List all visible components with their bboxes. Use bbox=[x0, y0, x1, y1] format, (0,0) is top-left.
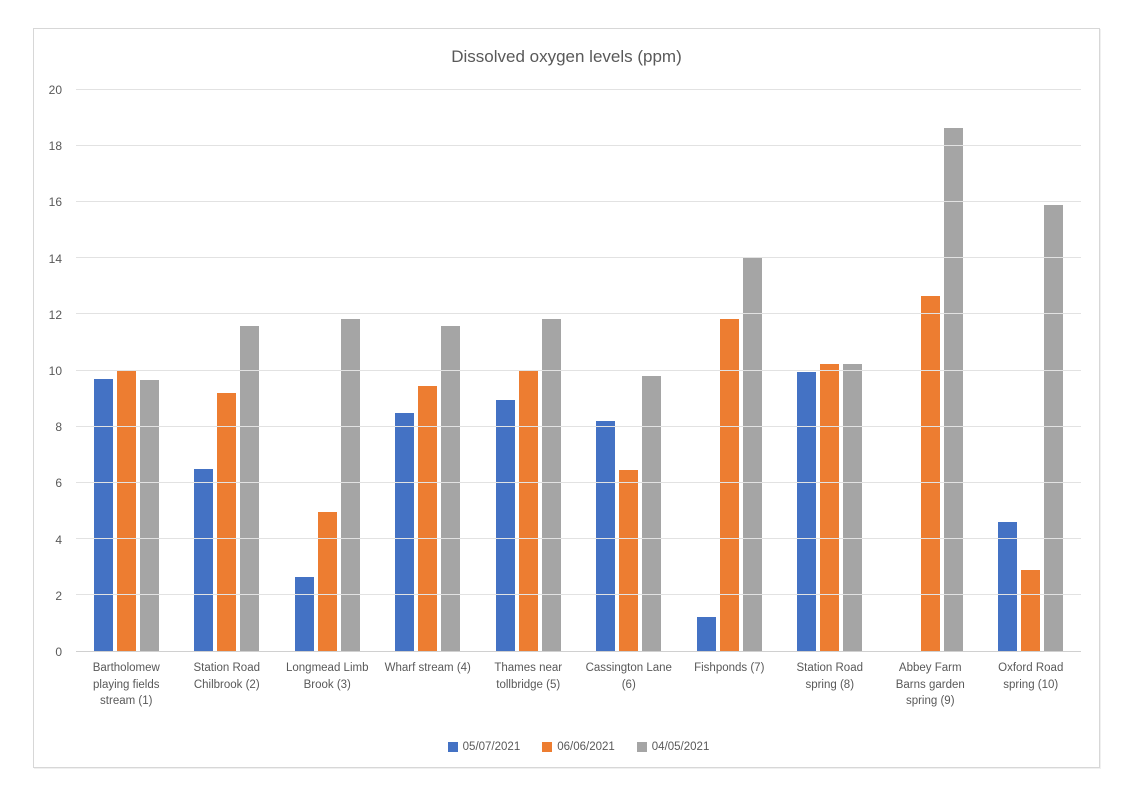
x-category-label: Fishponds (7) bbox=[694, 662, 765, 674]
bar-group bbox=[177, 90, 278, 651]
bar-group bbox=[478, 90, 579, 651]
y-tick-label: 6 bbox=[55, 476, 62, 491]
bar-04/05/2021 bbox=[541, 318, 561, 651]
y-tick-label: 14 bbox=[48, 251, 62, 266]
bar-06/06/2021 bbox=[518, 370, 538, 651]
legend-swatch bbox=[447, 742, 458, 752]
gridline bbox=[76, 593, 1081, 595]
gridline bbox=[76, 89, 1081, 90]
bar-06/06/2021 bbox=[920, 296, 940, 651]
bar-05/07/2021 bbox=[596, 421, 616, 651]
x-category-label: Oxford Road spring (10) bbox=[998, 662, 1064, 691]
x-category-label: Cassington Lane (6) bbox=[585, 662, 672, 691]
x-category-label: Thames near tollbridge (5) bbox=[494, 662, 563, 691]
bar-05/07/2021 bbox=[998, 521, 1018, 651]
y-axis: 0 2 4 6 8 10 12 14 16 18 20 bbox=[34, 83, 70, 659]
legend-item: 04/05/2021 bbox=[636, 741, 710, 753]
bar-04/05/2021 bbox=[742, 256, 762, 651]
x-axis-labels: Bartholomew playing fields stream (1) Sta… bbox=[76, 660, 1081, 710]
y-tick-label: 2 bbox=[55, 588, 62, 603]
bar-06/06/2021 bbox=[317, 512, 337, 651]
chart-frame: Dissolved oxygen levels (ppm) 0 2 4 6 8 10 12 1… bbox=[33, 28, 1100, 768]
bar-05/07/2021 bbox=[495, 399, 515, 651]
bar-05/07/2021 bbox=[194, 468, 214, 651]
bar-group bbox=[981, 90, 1082, 651]
bar-04/05/2021 bbox=[843, 363, 863, 651]
gridline bbox=[76, 537, 1081, 539]
bar-06/06/2021 bbox=[418, 385, 438, 651]
legend-label: 05/07/2021 bbox=[462, 741, 521, 753]
bar-04/05/2021 bbox=[139, 380, 159, 651]
legend-label: 06/06/2021 bbox=[557, 741, 615, 753]
legend-swatch bbox=[636, 742, 647, 752]
bar-04/05/2021 bbox=[240, 325, 260, 651]
y-tick-label: 12 bbox=[48, 307, 62, 322]
bar-group bbox=[679, 90, 780, 651]
bar-group bbox=[880, 90, 981, 651]
y-tick-label: 8 bbox=[55, 420, 62, 435]
bar-04/05/2021 bbox=[441, 325, 461, 651]
bar-05/07/2021 bbox=[294, 576, 314, 651]
legend-label: 04/05/2021 bbox=[651, 741, 710, 753]
bar-06/06/2021 bbox=[116, 370, 136, 651]
y-tick-label: 10 bbox=[48, 364, 62, 378]
x-category-label: Bartholomew playing fields stream (1) bbox=[92, 662, 160, 708]
gridline bbox=[76, 481, 1081, 483]
plot-area bbox=[76, 89, 1081, 652]
x-category-label: Abbey Farm Barns garden spring (9) bbox=[895, 662, 965, 708]
y-tick-label: 16 bbox=[48, 195, 62, 210]
x-category-label: Station Road spring (8) bbox=[796, 662, 864, 691]
bar-04/05/2021 bbox=[340, 318, 360, 651]
chart-title: Dissolved oxygen levels (ppm) bbox=[451, 47, 682, 66]
bar-06/06/2021 bbox=[217, 392, 237, 651]
legend-item: 06/06/2021 bbox=[542, 741, 615, 753]
legend: 05/07/2021 06/06/2021 04/05/2021 bbox=[76, 741, 1081, 753]
bar-04/05/2021 bbox=[943, 127, 963, 651]
bar-04/05/2021 bbox=[642, 376, 662, 651]
y-tick-label: 0 bbox=[55, 645, 62, 659]
y-tick-label: 4 bbox=[55, 532, 62, 547]
gridline bbox=[76, 313, 1081, 315]
bar-06/06/2021 bbox=[1021, 569, 1041, 651]
bar-group bbox=[579, 90, 680, 651]
bar-groups-container bbox=[76, 90, 1081, 651]
bar-06/06/2021 bbox=[719, 318, 739, 651]
bar-05/07/2021 bbox=[797, 371, 817, 651]
bar-group bbox=[378, 90, 479, 651]
bar-05/07/2021 bbox=[93, 378, 113, 651]
legend-swatch bbox=[542, 742, 553, 752]
y-tick-label: 20 bbox=[48, 83, 62, 97]
bar-04/05/2021 bbox=[1044, 205, 1064, 651]
legend-item: 05/07/2021 bbox=[447, 741, 521, 753]
bar-group bbox=[277, 90, 378, 651]
bar-06/06/2021 bbox=[619, 470, 639, 651]
x-category-label: Station Road Chilbrook (2) bbox=[193, 662, 261, 691]
x-category-label: Wharf stream (4) bbox=[384, 662, 471, 674]
bar-group bbox=[780, 90, 881, 651]
gridline bbox=[76, 201, 1081, 203]
bar-05/07/2021 bbox=[696, 617, 716, 651]
bar-group bbox=[76, 90, 177, 651]
y-tick-label: 18 bbox=[48, 139, 62, 154]
bar-06/06/2021 bbox=[820, 363, 840, 651]
bar-05/07/2021 bbox=[395, 412, 415, 651]
x-category-label: Longmead Limb Brook (3) bbox=[286, 662, 369, 691]
gridline bbox=[76, 369, 1081, 371]
gridline bbox=[76, 145, 1081, 147]
gridline bbox=[76, 425, 1081, 427]
gridline bbox=[76, 257, 1081, 259]
